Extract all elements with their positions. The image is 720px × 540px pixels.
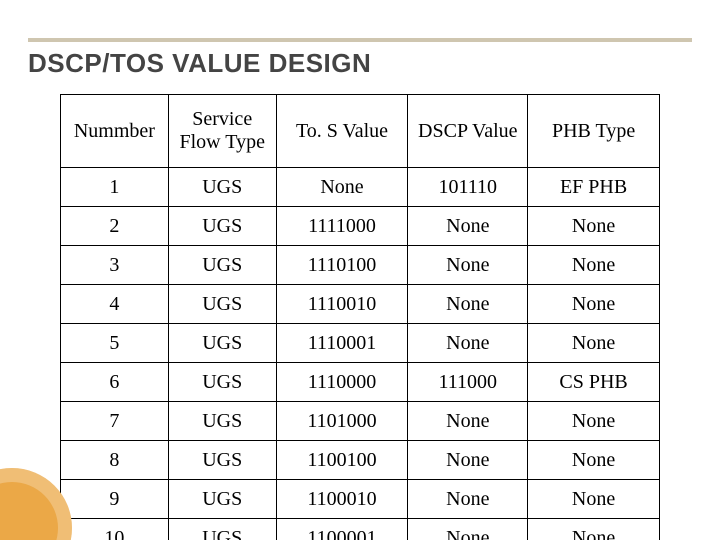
cell: None bbox=[408, 324, 528, 363]
cell: None bbox=[528, 285, 660, 324]
table-row: 5 UGS 1110001 None None bbox=[61, 324, 660, 363]
cell: None bbox=[408, 402, 528, 441]
cell: 3 bbox=[61, 246, 169, 285]
cell: None bbox=[528, 402, 660, 441]
cell: None bbox=[408, 207, 528, 246]
table-row: 7 UGS 1101000 None None bbox=[61, 402, 660, 441]
cell: 101110 bbox=[408, 168, 528, 207]
cell: None bbox=[408, 246, 528, 285]
cell: 5 bbox=[61, 324, 169, 363]
col-header: Service Flow Type bbox=[168, 95, 276, 168]
table-row: 4 UGS 1110010 None None bbox=[61, 285, 660, 324]
cell: 2 bbox=[61, 207, 169, 246]
cell: 1101000 bbox=[276, 402, 408, 441]
table-row: 6 UGS 1110000 111000 CS PHB bbox=[61, 363, 660, 402]
cell: UGS bbox=[168, 324, 276, 363]
cell: 4 bbox=[61, 285, 169, 324]
cell: UGS bbox=[168, 207, 276, 246]
cell: 1110001 bbox=[276, 324, 408, 363]
cell: 1110100 bbox=[276, 246, 408, 285]
cell: None bbox=[528, 519, 660, 540]
cell: UGS bbox=[168, 519, 276, 540]
cell: 1100001 bbox=[276, 519, 408, 540]
cell: 111000 bbox=[408, 363, 528, 402]
table-body: 1 UGS None 101110 EF PHB 2 UGS 1111000 N… bbox=[61, 168, 660, 540]
table-row: 1 UGS None 101110 EF PHB bbox=[61, 168, 660, 207]
cell: None bbox=[528, 480, 660, 519]
cell: 1100100 bbox=[276, 441, 408, 480]
cell: 7 bbox=[61, 402, 169, 441]
cell: UGS bbox=[168, 168, 276, 207]
cell: 1111000 bbox=[276, 207, 408, 246]
table-row: 9 UGS 1100010 None None bbox=[61, 480, 660, 519]
cell: None bbox=[276, 168, 408, 207]
cell: UGS bbox=[168, 480, 276, 519]
cell: CS PHB bbox=[528, 363, 660, 402]
cell: None bbox=[408, 480, 528, 519]
cell: 1 bbox=[61, 168, 169, 207]
col-header: Nummber bbox=[61, 95, 169, 168]
cell: None bbox=[408, 441, 528, 480]
cell: None bbox=[408, 285, 528, 324]
cell: UGS bbox=[168, 285, 276, 324]
cell: 8 bbox=[61, 441, 169, 480]
page-title: DSCP/TOS VALUE DESIGN bbox=[28, 48, 371, 79]
dscp-table-container: Nummber Service Flow Type To. S Value DS… bbox=[60, 94, 660, 540]
cell: 9 bbox=[61, 480, 169, 519]
cell: UGS bbox=[168, 402, 276, 441]
cell: 6 bbox=[61, 363, 169, 402]
cell: None bbox=[528, 441, 660, 480]
cell: 10 bbox=[61, 519, 169, 540]
table-row: 8 UGS 1100100 None None bbox=[61, 441, 660, 480]
col-header: PHB Type bbox=[528, 95, 660, 168]
cell: None bbox=[408, 519, 528, 540]
cell: UGS bbox=[168, 441, 276, 480]
cell: None bbox=[528, 207, 660, 246]
accent-line bbox=[28, 38, 692, 42]
cell: None bbox=[528, 246, 660, 285]
col-header: To. S Value bbox=[276, 95, 408, 168]
cell: 1110000 bbox=[276, 363, 408, 402]
cell: 1100010 bbox=[276, 480, 408, 519]
table-row: 3 UGS 1110100 None None bbox=[61, 246, 660, 285]
table-header-row: Nummber Service Flow Type To. S Value DS… bbox=[61, 95, 660, 168]
cell: None bbox=[528, 324, 660, 363]
col-header: DSCP Value bbox=[408, 95, 528, 168]
cell: 1110010 bbox=[276, 285, 408, 324]
table-row: 2 UGS 1111000 None None bbox=[61, 207, 660, 246]
dscp-table: Nummber Service Flow Type To. S Value DS… bbox=[60, 94, 660, 540]
cell: UGS bbox=[168, 246, 276, 285]
cell: EF PHB bbox=[528, 168, 660, 207]
table-row: 10 UGS 1100001 None None bbox=[61, 519, 660, 540]
cell: UGS bbox=[168, 363, 276, 402]
